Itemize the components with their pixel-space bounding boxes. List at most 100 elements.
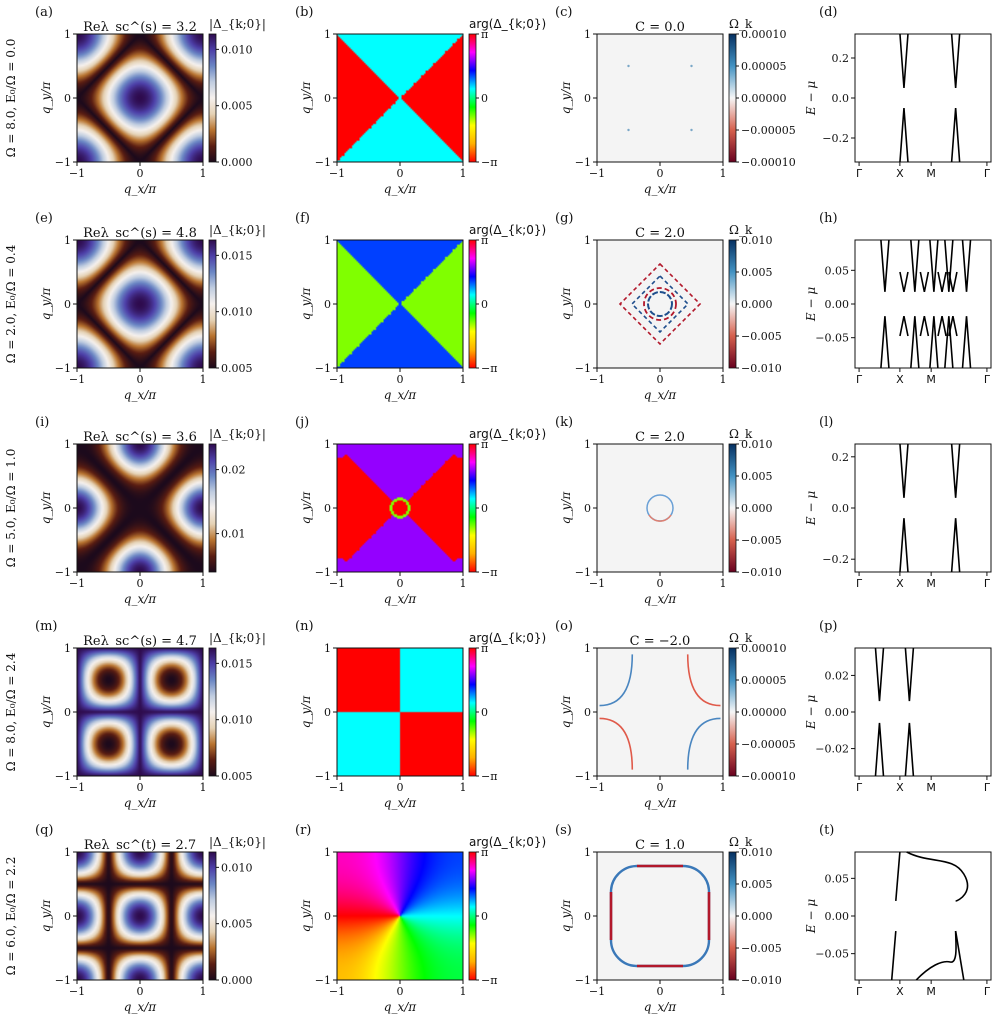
panel-title: C = 2.0 [635,226,685,241]
berry-curvature-heatmap [597,852,723,980]
panel-letter: (e) [35,211,53,226]
row-label: Ω = 8.0, E₀/Ω = 2.4 [4,652,18,771]
panel-title: Reλ_sc^(s) = 4.8 [83,226,197,241]
colorbar-label: arg(Δ_{k;0}) [469,835,546,849]
colorbar-tick-label: 0.01 [221,528,246,541]
x-tick-label: M [926,985,936,998]
panel: (o) C = −2.0 −1 0 1 1 0 −1 q_x/π q_y/π Ω_k0.00010 0… [555,619,796,810]
x-tick-label: X [896,577,904,590]
colorbar-tick-label: 0.010 [221,43,253,56]
x-tick-label: 0 [397,167,404,180]
panel: (e) Reλ_sc^(s) = 4.8 −1 0 1 1 0 −1 q_x/π q_y/π |Δ_… [35,211,266,402]
curvature-contour [599,717,634,770]
x-axis-label: q_x/π [384,388,417,402]
panel-letter: (o) [555,619,573,634]
x-tick-label: Γ [984,781,991,794]
y-tick-label: −1 [55,770,71,783]
curvature-ring [643,287,677,321]
colorbar-tick-label: 0.000 [221,156,253,169]
x-tick-label: 1 [200,985,207,998]
y-axis-label: q_y/π [39,287,53,321]
y-tick-label: 0 [64,92,71,105]
y-tick-label: 0 [584,502,591,515]
panel-letter: (a) [35,5,53,20]
magnitude-heatmap [77,34,203,162]
y-axis-label: q_y/π [299,695,313,729]
band-line [910,316,920,369]
x-tick-label: −1 [69,577,85,590]
colorbar-tick-label: 0.005 [741,266,773,279]
y-tick-label: 0 [324,92,331,105]
colorbar-tick-label: 0.010 [221,306,253,319]
y-tick-label: 1 [324,234,331,247]
colorbar [208,443,217,573]
y-axis-label: q_y/π [39,491,53,525]
colorbar-label: |Δ_{k;0}| [209,631,266,645]
y-tick-label: 1 [324,28,331,41]
colorbar [468,33,477,163]
colorbar-label: arg(Δ_{k;0}) [469,17,546,31]
y-tick-label: −1 [315,974,331,987]
colorbar-tick-label: 0.005 [221,918,253,931]
y-axis-label: E − μ [804,695,818,730]
colorbar-label: |Δ_{k;0}| [209,17,266,31]
x-tick-label: −1 [329,577,345,590]
band-line [929,239,939,292]
magnitude-heatmap [77,240,203,368]
panel: (g) C = 2.0 −1 0 1 1 0 −1 q_x/π q_y/π Ω_k0.010 0.00… [555,211,782,402]
y-tick-label: 0 [64,298,71,311]
magnitude-heatmap [77,852,203,980]
y-tick-label: 0 [64,910,71,923]
curvature-hotspot [627,128,630,132]
y-tick-label: 0.2 [832,52,850,65]
x-tick-label: Γ [856,577,863,590]
colorbar-tick-label: π [481,642,488,655]
colorbar-tick-label: 0.010 [741,438,773,451]
x-tick-label: −1 [589,373,605,386]
panel: (p) 0.02 0.00 −0.02 E − μ Γ X M Γ [804,619,992,794]
colorbar-tick-label: −0.010 [741,974,782,987]
x-tick-label: X [896,373,904,386]
berry-curvature-heatmap [597,240,723,368]
y-tick-label: 0 [324,706,331,719]
curvature-contour [686,654,721,707]
y-tick-label: −1 [575,566,591,579]
colorbar-tick-label: 0.005 [741,878,773,891]
band-line [910,239,920,292]
y-tick-label: −1 [315,770,331,783]
x-tick-label: 0 [137,373,144,386]
colorbar-tick-label: 0.005 [221,770,253,783]
panel: (l) 0.2 0.0 −0.2 E − μ Γ X M Γ [804,415,992,590]
band-line [961,316,972,369]
band-line [950,443,961,498]
colorbar [468,443,477,573]
band-line [899,518,909,573]
y-tick-label: 0 [584,706,591,719]
band-line [961,239,972,292]
y-axis-label: E − μ [804,491,818,526]
panel: (a) Reλ_sc^(s) = 3.2 −1 0 1 1 0 −1 q_x/π q_y/π |Δ_… [35,5,266,196]
band-line [904,647,915,702]
panel: (n) −1 0 1 1 0 −1 q_x/π q_y/π arg(Δ_{k;0})π 0 −π [295,619,546,810]
x-tick-label: X [896,781,904,794]
x-tick-label: 1 [720,985,727,998]
panel-title: C = 1.0 [635,838,685,853]
colorbar [728,851,737,981]
y-tick-label: 0 [584,92,591,105]
colorbar-tick-label: −π [481,974,497,987]
panel-title: C = 2.0 [635,430,685,445]
band-line [937,315,947,337]
y-tick-label: 0.00 [825,910,850,923]
x-tick-label: 1 [200,577,207,590]
berry-curvature-heatmap [597,648,723,776]
panel: (q) Reλ_sc^(t) = 2.7 −1 0 1 1 0 −1 q_x/π q_y/π |Δ_… [35,823,266,1014]
x-tick-label: −1 [329,781,345,794]
y-axis-label: q_y/π [299,491,313,525]
x-tick-label: 0 [397,577,404,590]
band-line [950,107,961,163]
colorbar-tick-label: −0.00005 [741,738,796,751]
curvature-hotspot [627,64,630,68]
figure-row: Ω = 6.0, E₀/Ω = 2.2 (q) Reλ_sc^(t) = 2.7 −1… [4,823,992,1014]
x-tick-label: M [926,781,936,794]
x-tick-label: −1 [589,577,605,590]
